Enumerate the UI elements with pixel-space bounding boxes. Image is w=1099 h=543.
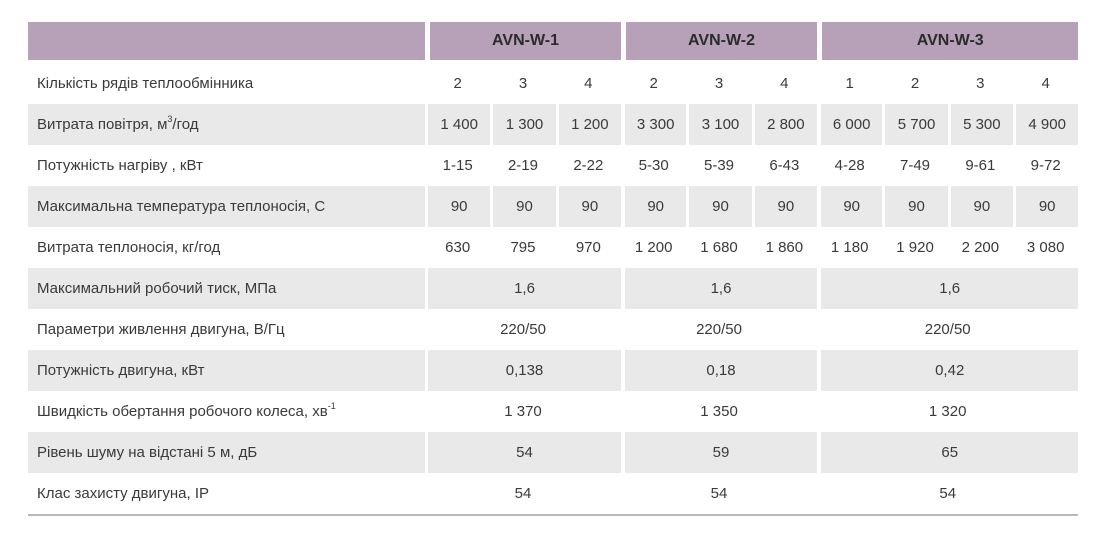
table-cell: 1,6: [425, 268, 622, 309]
row-label: Витрата повітря, м3/год: [28, 104, 425, 145]
table-cell: 5-30: [638, 157, 669, 174]
header-empty-cell: [28, 22, 425, 60]
table-cell: 220/50: [924, 321, 971, 338]
table-cell: 2: [453, 75, 462, 92]
table-cell: 90: [686, 186, 752, 227]
table-cell: 1-15: [442, 157, 473, 174]
table-cell: 9-61: [965, 157, 996, 174]
table-cell: 2-19: [507, 157, 538, 174]
table-row-heating-power: Потужність нагріву , кВт 1-15 2-19 2-22 …: [28, 145, 1078, 186]
table-row-max-temperature: Максимальна температура теплоносія, С 90…: [28, 186, 1079, 227]
row-label: Клас захисту двигуна, IP: [28, 473, 425, 516]
row-label: Швидкість обертання робочого колеса, хв-…: [37, 401, 336, 421]
table-cell: 90: [425, 186, 491, 227]
table-cell: 1 920: [896, 239, 934, 256]
table-cell: 4 900: [1013, 104, 1079, 145]
table-cell: 4: [584, 75, 593, 92]
table-cell: 1,6: [621, 268, 818, 309]
table-cell: 4-28: [834, 157, 865, 174]
table-cell: 2-22: [573, 157, 604, 174]
table-cell: 54: [621, 473, 818, 516]
table-cell: 3 300: [621, 104, 687, 145]
row-label: Кількість рядів теплообмінника: [37, 75, 254, 92]
row-label: Рівень шуму на відстані 5 м, дБ: [28, 432, 425, 473]
row-label: Максимальна температура теплоносія, С: [28, 186, 425, 227]
table-cell: 1 320: [928, 403, 967, 420]
table-cell: 970: [575, 239, 601, 256]
table-row-max-pressure: Максимальний робочий тиск, МПа 1,6 1,6 1…: [28, 268, 1079, 309]
table-row-noise-level: Рівень шуму на відстані 5 м, дБ 54 59 65: [28, 432, 1079, 473]
table-cell: 1 180: [830, 239, 869, 256]
table-cell: 220/50: [696, 321, 742, 338]
table-row-protection-class: Клас захисту двигуна, IP 54 54 54: [28, 473, 1079, 516]
table-cell: 90: [817, 186, 883, 227]
table-cell: 54: [425, 432, 622, 473]
table-cell: 90: [882, 186, 948, 227]
specifications-table: AVN-W-1 AVN-W-2 AVN-W-3 Кількість рядів …: [28, 22, 1079, 516]
table-cell: 9-72: [1030, 157, 1061, 174]
table-cell: 90: [751, 186, 818, 227]
table-cell: 1 400: [425, 104, 491, 145]
table-header-row: AVN-W-1 AVN-W-2 AVN-W-3: [28, 22, 1079, 60]
table-cell: 1: [845, 75, 854, 92]
table-cell: 90: [555, 186, 622, 227]
row-label: Параметри живлення двигуна, В/Гц: [37, 321, 285, 338]
table-cell: 2 200: [961, 239, 1000, 256]
table-cell: 1 300: [490, 104, 556, 145]
table-cell: 2 800: [751, 104, 818, 145]
table-cell: 90: [1013, 186, 1079, 227]
model-header-avn-w-3: AVN-W-3: [817, 22, 1079, 60]
table-cell: 54: [817, 473, 1079, 516]
table-cell: 630: [445, 239, 471, 256]
table-cell: 90: [490, 186, 556, 227]
table-cell: 65: [817, 432, 1079, 473]
table-cell: 7-49: [900, 157, 931, 174]
table-cell: 54: [425, 473, 622, 516]
table-cell: 1 680: [700, 239, 738, 256]
table-cell: 5 300: [947, 104, 1014, 145]
table-cell: 2: [910, 75, 920, 92]
table-cell: 3: [976, 75, 985, 92]
row-label: Витрата теплоносія, кг/год: [37, 239, 221, 256]
table-cell: 220/50: [500, 321, 546, 338]
table-cell: 3 080: [1026, 239, 1065, 256]
table-cell: 795: [510, 239, 536, 256]
row-label: Потужність двигуна, кВт: [28, 350, 425, 391]
table-cell: 3: [714, 75, 724, 92]
table-cell: 0,138: [425, 350, 622, 391]
model-header-avn-w-2: AVN-W-2: [621, 22, 818, 60]
table-cell: 1 350: [700, 403, 738, 420]
row-label: Потужність нагріву , кВт: [37, 157, 203, 174]
table-cell: 1 860: [765, 239, 804, 256]
table-cell: 5 700: [882, 104, 948, 145]
table-cell: 4: [1041, 75, 1050, 92]
table-cell: 6 000: [817, 104, 883, 145]
table-cell: 3 100: [686, 104, 752, 145]
table-cell: 1 370: [504, 403, 542, 420]
table-cell: 4: [780, 75, 789, 92]
table-cell: 0,18: [621, 350, 818, 391]
table-cell: 6-43: [769, 157, 800, 174]
table-row-impeller-speed: Швидкість обертання робочого колеса, хв-…: [28, 391, 1078, 432]
table-row-motor-power: Потужність двигуна, кВт 0,138 0,18 0,42: [28, 350, 1079, 391]
table-row-coolant-flow: Витрата теплоносія, кг/год 630 795 970 1…: [28, 227, 1078, 268]
table-cell: 59: [621, 432, 818, 473]
table-cell: 1 200: [555, 104, 622, 145]
table-cell: 5-39: [703, 157, 735, 174]
table-cell: 2: [649, 75, 658, 92]
table-cell: 3: [518, 75, 528, 92]
table-cell: 0,42: [817, 350, 1079, 391]
table-cell: 1,6: [817, 268, 1079, 309]
table-row-airflow: Витрата повітря, м3/год 1 400 1 300 1 20…: [28, 104, 1079, 145]
table-cell: 1 200: [634, 239, 673, 256]
table-cell: 90: [621, 186, 687, 227]
model-header-avn-w-1: AVN-W-1: [425, 22, 622, 60]
table-row-rows-count: Кількість рядів теплообмінника 2 3 4 2 3…: [28, 63, 1078, 104]
table-cell: 90: [947, 186, 1014, 227]
table-row-power-supply: Параметри живлення двигуна, В/Гц 220/50 …: [28, 309, 1078, 350]
row-label: Максимальний робочий тиск, МПа: [28, 268, 425, 309]
